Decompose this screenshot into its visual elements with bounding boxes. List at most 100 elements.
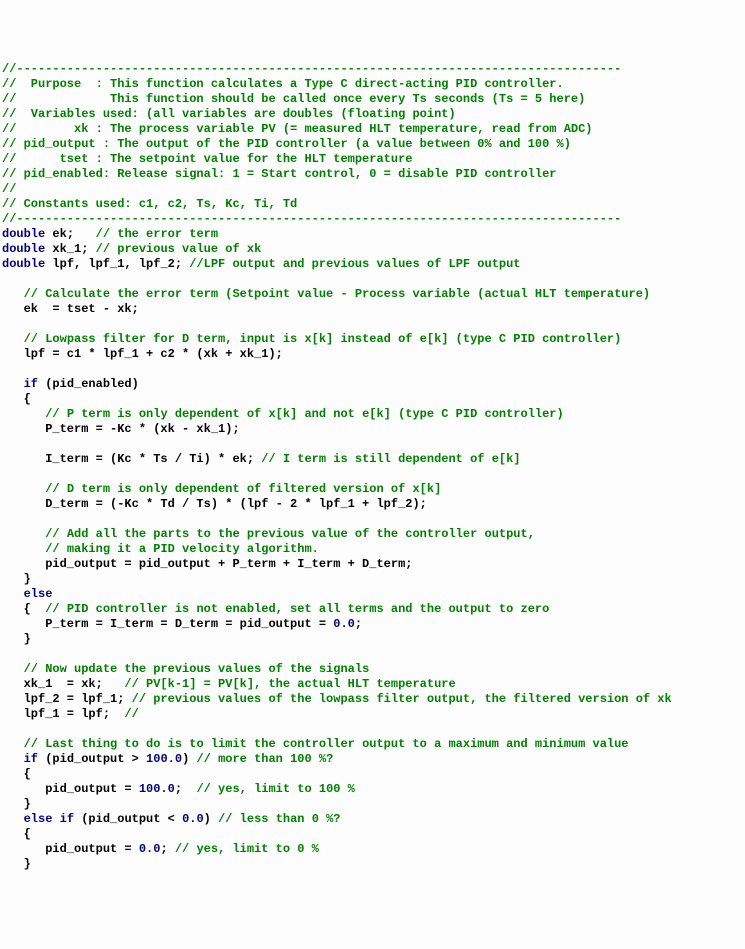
- code-line: // making it a PID velocity algorithm.: [2, 542, 319, 556]
- code-listing: //--------------------------------------…: [2, 62, 743, 872]
- token-c: // PV[k-1] = PV[k], the actual HLT tempe…: [124, 677, 455, 691]
- code-line: //: [2, 182, 16, 196]
- code-line: lpf = c1 * lpf_1 + c2 * (xk + xk_1);: [2, 347, 283, 361]
- code-line: //--------------------------------------…: [2, 62, 621, 76]
- code-line: // Add all the parts to the previous val…: [2, 527, 535, 541]
- token-num: 0.0: [333, 617, 355, 631]
- token-c: // Now update the previous values of the…: [24, 662, 370, 676]
- code-line: }: [2, 797, 31, 811]
- code-line: { // PID controller is not enabled, set …: [2, 602, 549, 616]
- token-kw: double: [2, 257, 52, 271]
- code-line: pid_output = 0.0; // yes, limit to 0 %: [2, 842, 319, 856]
- token-id: [2, 752, 24, 766]
- token-c: // previous values of the lowpass filter…: [132, 692, 672, 706]
- token-id: ek = tset - xk;: [2, 302, 139, 316]
- token-id: P_term = -Kc * (xk - xk_1);: [2, 422, 240, 436]
- token-kw: if: [24, 377, 38, 391]
- token-c: // more than 100 %?: [196, 752, 333, 766]
- token-c: // less than 0 %?: [218, 812, 340, 826]
- token-kw: double: [2, 242, 52, 256]
- token-id: }: [2, 632, 31, 646]
- token-id: [2, 482, 45, 496]
- code-line: double ek; // the error term: [2, 227, 218, 241]
- token-id: [2, 332, 24, 346]
- token-c: // I term is still dependent of e[k]: [261, 452, 520, 466]
- code-line: double lpf, lpf_1, lpf_2; //LPF output a…: [2, 257, 521, 271]
- token-c: // xk : The process variable PV (= measu…: [2, 122, 593, 136]
- code-line: // Last thing to do is to limit the cont…: [2, 737, 629, 751]
- token-c: //--------------------------------------…: [2, 212, 621, 226]
- token-kw: else if: [24, 812, 74, 826]
- token-id: [2, 812, 24, 826]
- code-line: // D term is only dependent of filtered …: [2, 482, 441, 496]
- token-c: // Purpose : This function calculates a …: [2, 77, 564, 91]
- code-line: }: [2, 857, 31, 871]
- code-line: pid_output = pid_output + P_term + I_ter…: [2, 557, 412, 571]
- code-line: xk_1 = xk; // PV[k-1] = PV[k], the actua…: [2, 677, 456, 691]
- token-c: // Lowpass filter for D term, input is x…: [24, 332, 622, 346]
- token-id: pid_output = pid_output + P_term + I_ter…: [2, 557, 412, 571]
- code-line: }: [2, 572, 31, 586]
- token-kw: else: [24, 587, 53, 601]
- token-id: ): [182, 752, 196, 766]
- token-id: {: [2, 767, 31, 781]
- token-id: ek;: [52, 227, 95, 241]
- token-id: lpf = c1 * lpf_1 + c2 * (xk + xk_1);: [2, 347, 283, 361]
- token-id: [2, 407, 45, 421]
- code-line: // Now update the previous values of the…: [2, 662, 369, 676]
- token-num: 0.0: [139, 842, 161, 856]
- token-c: // Constants used: c1, c2, Ts, Kc, Ti, T…: [2, 197, 297, 211]
- token-id: [2, 587, 24, 601]
- code-line: pid_output = 100.0; // yes, limit to 100…: [2, 782, 355, 796]
- code-line: D_term = (-Kc * Td / Ts) * (lpf - 2 * lp…: [2, 497, 427, 511]
- code-line: if (pid_enabled): [2, 377, 139, 391]
- token-id: (pid_output >: [38, 752, 146, 766]
- code-line: lpf_1 = lpf; //: [2, 707, 139, 721]
- token-id: [2, 287, 24, 301]
- token-c: //: [2, 182, 16, 196]
- code-line: // pid_output : The output of the PID co…: [2, 137, 571, 151]
- token-c: // PID controller is not enabled, set al…: [45, 602, 549, 616]
- token-id: lpf, lpf_1, lpf_2;: [52, 257, 189, 271]
- code-line: // Calculate the error term (Setpoint va…: [2, 287, 650, 301]
- code-line: // Variables used: (all variables are do…: [2, 107, 456, 121]
- token-id: [2, 542, 45, 556]
- token-id: [2, 527, 45, 541]
- code-line: // pid_enabled: Release signal: 1 = Star…: [2, 167, 557, 181]
- token-c: //: [124, 707, 138, 721]
- token-id: }: [2, 857, 31, 871]
- code-line: // Lowpass filter for D term, input is x…: [2, 332, 621, 346]
- token-id: lpf_2 = lpf_1;: [2, 692, 132, 706]
- token-id: xk_1 = xk;: [2, 677, 124, 691]
- code-line: double xk_1; // previous value of xk: [2, 242, 261, 256]
- token-c: // yes, limit to 100 %: [196, 782, 354, 796]
- code-line: if (pid_output > 100.0) // more than 100…: [2, 752, 333, 766]
- token-id: ;: [175, 782, 197, 796]
- token-id: (pid_enabled): [38, 377, 139, 391]
- token-c: // making it a PID velocity algorithm.: [45, 542, 319, 556]
- token-c: // P term is only dependent of x[k] and …: [45, 407, 563, 421]
- code-line: {: [2, 392, 31, 406]
- token-c: // D term is only dependent of filtered …: [45, 482, 441, 496]
- token-kw: double: [2, 227, 52, 241]
- token-id: }: [2, 797, 31, 811]
- token-num: 100.0: [146, 752, 182, 766]
- code-line: // xk : The process variable PV (= measu…: [2, 122, 593, 136]
- token-id: {: [2, 392, 31, 406]
- code-line: // Purpose : This function calculates a …: [2, 77, 564, 91]
- token-id: {: [2, 827, 31, 841]
- token-c: // Variables used: (all variables are do…: [2, 107, 456, 121]
- token-id: [2, 662, 24, 676]
- token-id: P_term = I_term = D_term = pid_output =: [2, 617, 333, 631]
- token-c: // previous value of xk: [96, 242, 262, 256]
- token-id: (pid_output <: [74, 812, 182, 826]
- code-line: else: [2, 587, 52, 601]
- token-id: [2, 737, 24, 751]
- code-line: //--------------------------------------…: [2, 212, 621, 226]
- token-c: // This function should be called once e…: [2, 92, 585, 106]
- code-line: else if (pid_output < 0.0) // less than …: [2, 812, 341, 826]
- token-c: // the error term: [96, 227, 218, 241]
- code-line: // tset : The setpoint value for the HLT…: [2, 152, 412, 166]
- token-id: }: [2, 572, 31, 586]
- token-id: [2, 377, 24, 391]
